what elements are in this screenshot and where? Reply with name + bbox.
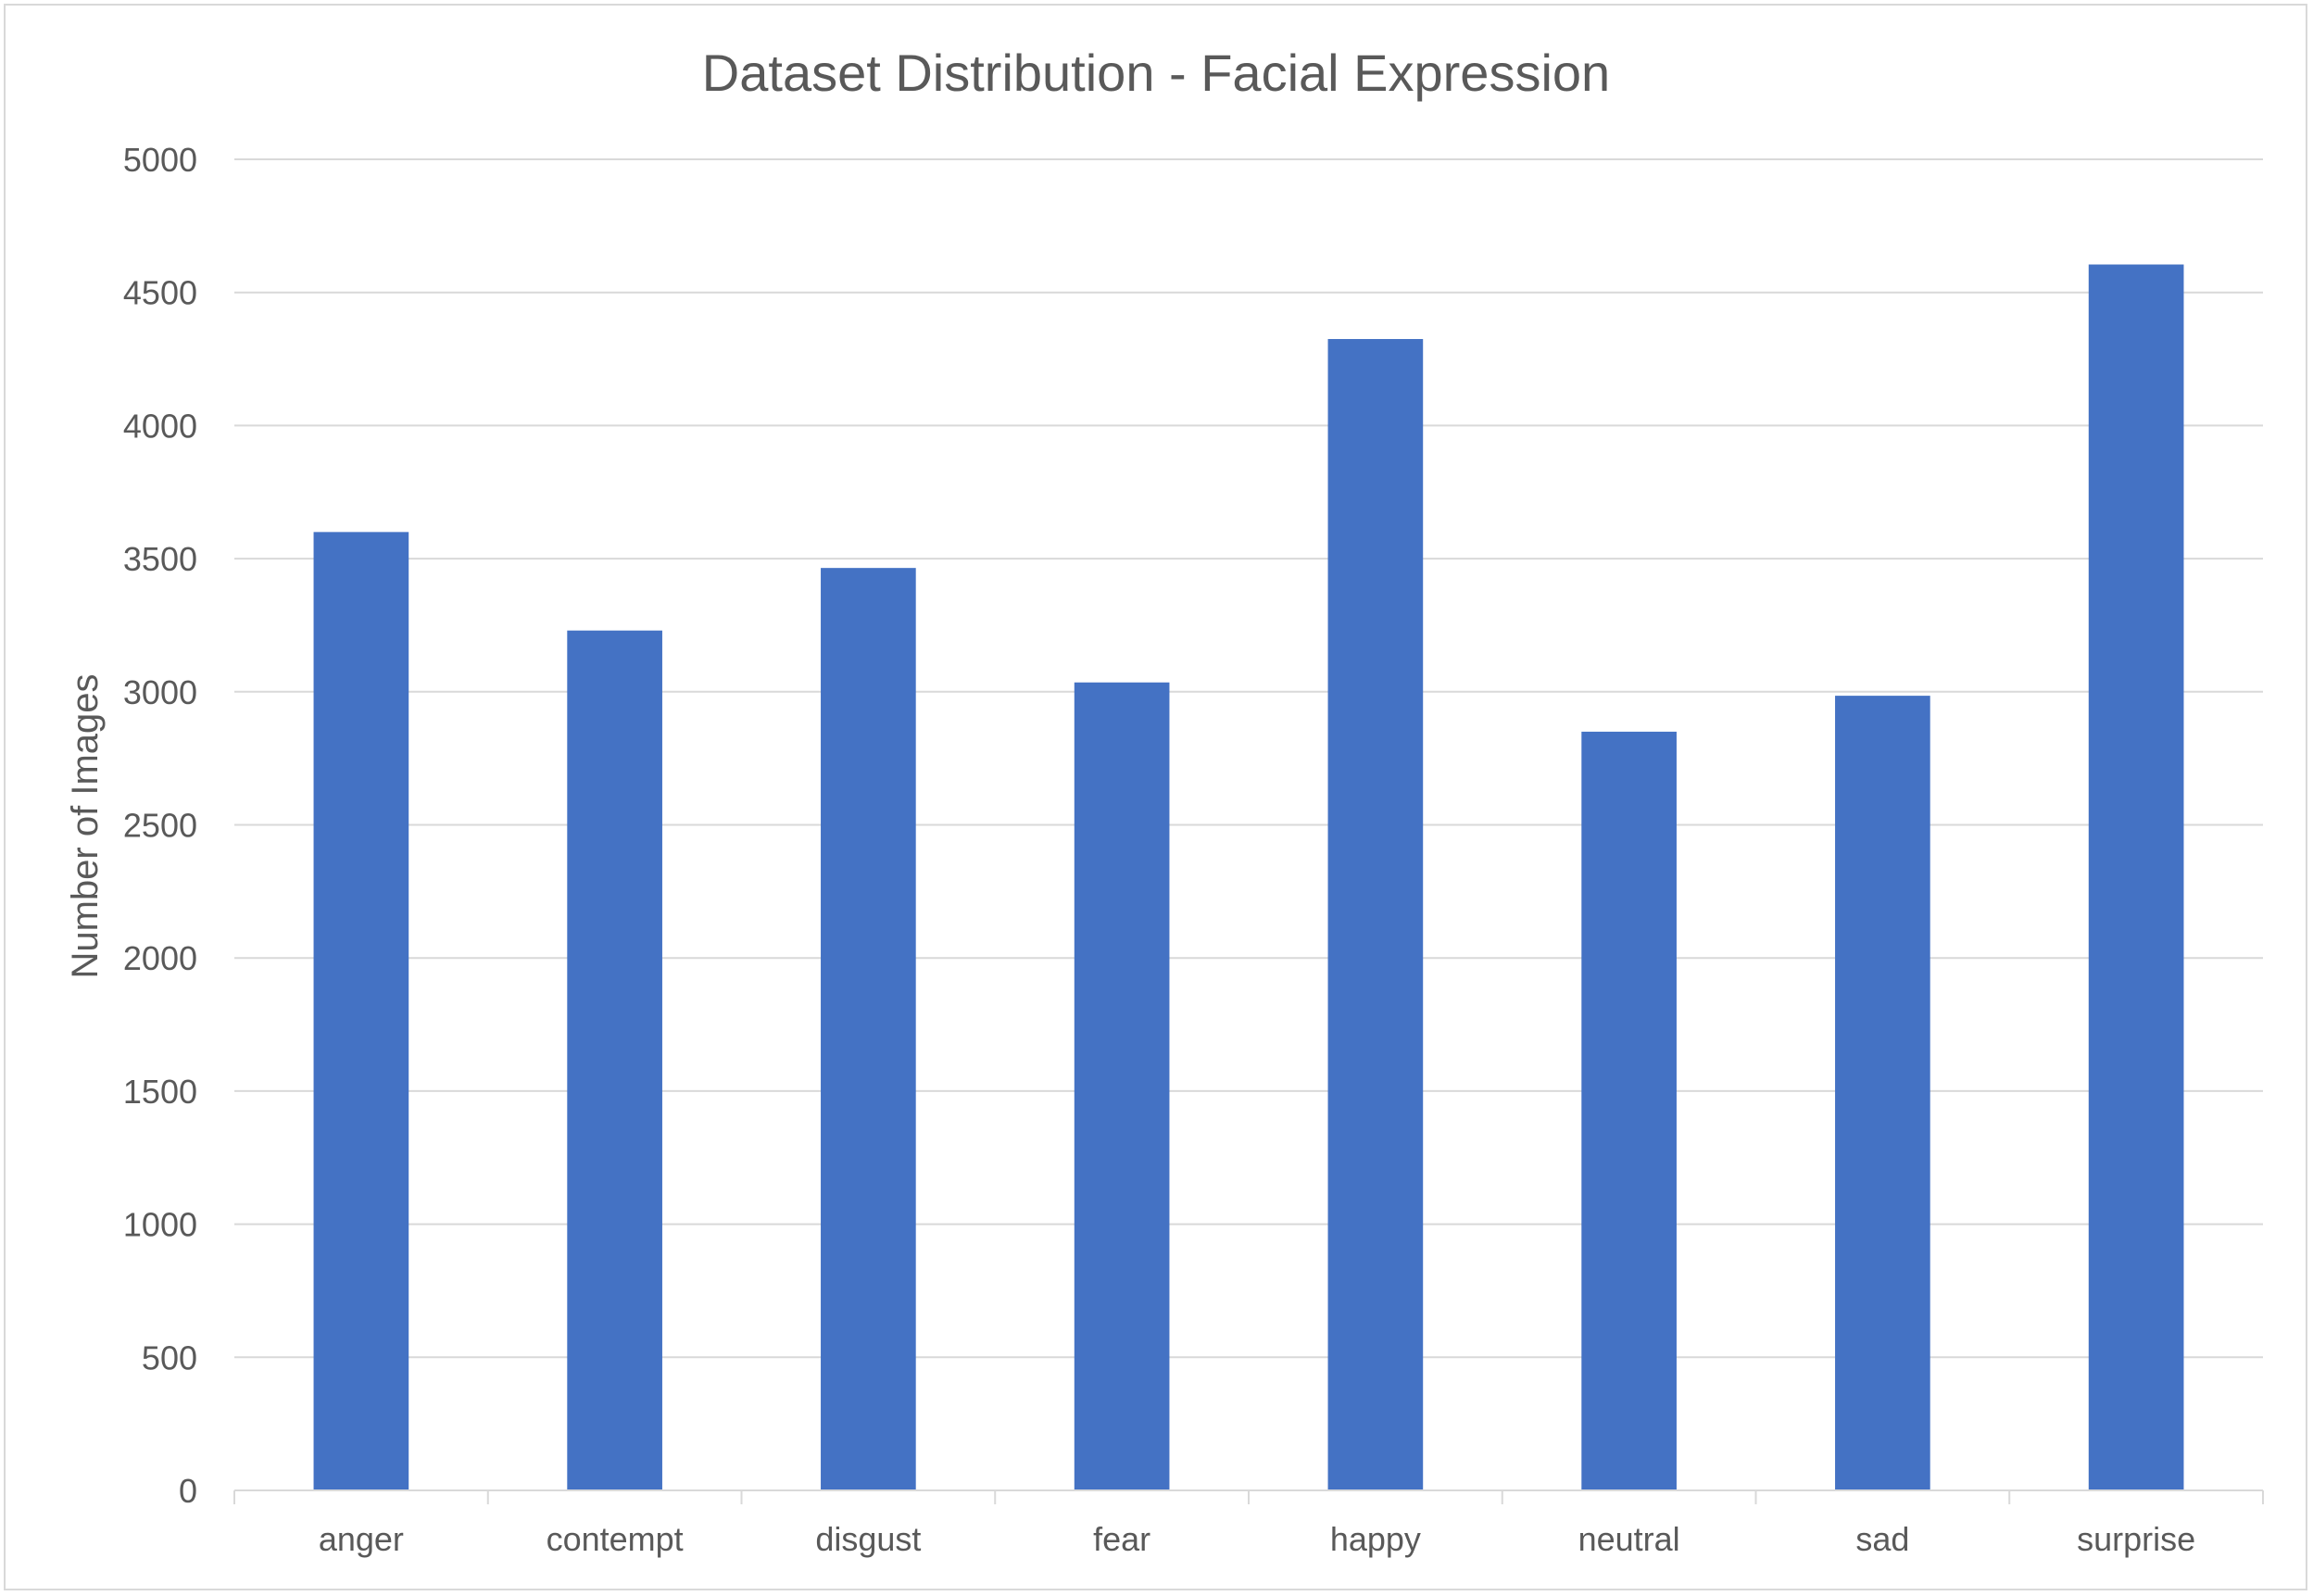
y-axis-title: Number of Images (65, 673, 106, 978)
y-axis-tick-labels: 0 500 1000 1500 2000 2500 3000 3500 4000 4500 5000 (123, 141, 197, 1510)
x-axis-tick-labels: anger contempt disgust fear happy neutral sad s… (319, 1520, 2195, 1558)
x-tick-label-anger: anger (319, 1520, 404, 1558)
y-tick-label-4000: 4000 (123, 407, 197, 445)
bars (313, 264, 2184, 1491)
x-tick-label-fear: fear (1093, 1520, 1150, 1558)
x-tick-label-contempt: contempt (547, 1520, 684, 1558)
bar-sad (1835, 696, 1930, 1490)
y-tick-label-4500: 4500 (123, 274, 197, 312)
y-tick-label-3000: 3000 (123, 673, 197, 711)
y-tick-label-2000: 2000 (123, 939, 197, 977)
bar-surprise (2088, 264, 2184, 1491)
x-tick-label-happy: happy (1330, 1520, 1421, 1558)
x-tick-label-disgust: disgust (815, 1520, 921, 1558)
x-axis (233, 1489, 2264, 1504)
chart-title: Dataset Distribution - Facial Expression (702, 44, 1610, 102)
bar-contempt (567, 630, 662, 1490)
bar-disgust (821, 568, 916, 1490)
y-tick-label-500: 500 (142, 1338, 197, 1376)
bar-fear (1074, 682, 1170, 1490)
y-tick-label-1500: 1500 (123, 1073, 197, 1111)
y-tick-label-3500: 3500 (123, 540, 197, 578)
gridlines (234, 158, 2263, 1359)
y-tick-label-5000: 5000 (123, 141, 197, 179)
x-tick-label-neutral: neutral (1578, 1520, 1680, 1558)
bar-anger (313, 532, 409, 1490)
y-tick-label-0: 0 (179, 1472, 197, 1510)
y-tick-label-2500: 2500 (123, 807, 197, 845)
bar-neutral (1581, 731, 1677, 1490)
x-tick-label-surprise: surprise (2077, 1520, 2195, 1558)
y-tick-label-1000: 1000 (123, 1206, 197, 1244)
bar-happy (1327, 338, 1424, 1490)
x-tick-label-sad: sad (1855, 1520, 1909, 1558)
